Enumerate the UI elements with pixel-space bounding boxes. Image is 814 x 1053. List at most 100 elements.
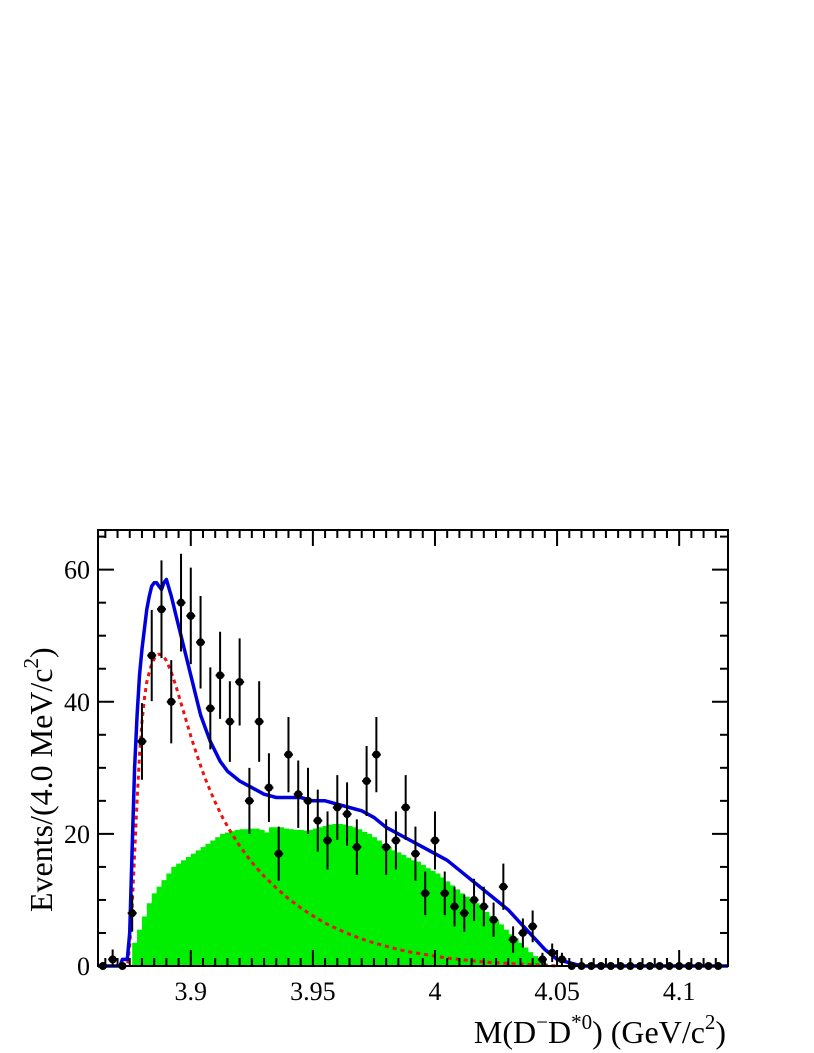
x-tick-label: 3.9	[175, 977, 208, 1006]
data-point	[313, 789, 323, 852]
background-bar	[171, 866, 177, 966]
background-bar	[342, 824, 348, 966]
data-marker	[528, 922, 537, 931]
background-bar	[366, 833, 373, 966]
background-bar	[156, 886, 163, 966]
data-marker	[499, 882, 508, 891]
data-point	[352, 819, 362, 875]
data-marker	[264, 783, 273, 792]
signal-curve	[98, 652, 558, 968]
data-point	[293, 760, 303, 828]
background-bar	[161, 880, 167, 966]
data-point	[391, 811, 401, 870]
data-point	[440, 871, 450, 916]
background-bar	[166, 873, 172, 966]
data-point	[547, 943, 557, 963]
data-point	[557, 952, 567, 966]
background-bar	[381, 843, 387, 966]
data-point	[420, 871, 430, 916]
background-bar	[278, 827, 285, 966]
data-marker	[557, 955, 566, 964]
data-point	[244, 767, 254, 834]
background-bar	[391, 850, 397, 966]
background-bar	[415, 861, 421, 966]
data-marker	[333, 803, 342, 812]
background-bar	[337, 823, 343, 966]
background-bar	[322, 825, 329, 966]
background-bar	[146, 903, 153, 966]
data-point	[469, 878, 479, 922]
background-bar	[195, 850, 202, 966]
data-marker	[206, 704, 215, 713]
background-bar	[288, 829, 294, 966]
data-marker	[225, 717, 234, 726]
y-tick-label: 20	[64, 820, 90, 849]
background-bar	[205, 843, 211, 966]
background-bar	[503, 929, 509, 966]
background-bar	[244, 829, 250, 966]
background-bar	[395, 852, 402, 966]
background-bar	[268, 827, 275, 966]
background-bar	[254, 828, 260, 966]
data-point	[225, 681, 235, 762]
data-marker	[157, 605, 166, 614]
background-bar	[303, 830, 309, 966]
background-bar	[488, 915, 495, 966]
data-marker	[460, 909, 469, 918]
data-point	[410, 826, 420, 881]
background-bar	[483, 911, 490, 966]
data-marker	[382, 843, 391, 852]
data-marker	[509, 935, 518, 944]
data-point	[176, 553, 186, 652]
background-bar	[527, 952, 534, 966]
background-bar	[317, 827, 324, 966]
y-tick-label: 60	[64, 556, 90, 585]
data-point	[459, 894, 469, 932]
data-point	[196, 596, 206, 689]
data-marker	[216, 671, 225, 680]
data-point	[137, 703, 147, 780]
y-axis-title: Events/(4.0 MeV/c2)	[19, 647, 59, 912]
y-axis: 0 20 40 60	[64, 535, 728, 981]
data-point	[528, 910, 538, 943]
data-marker	[147, 651, 156, 660]
background-bar	[308, 829, 314, 966]
data-point	[303, 767, 313, 834]
background-bar	[224, 832, 231, 966]
background-bar	[361, 831, 368, 966]
background-bar	[220, 833, 226, 966]
data-point	[156, 560, 166, 659]
data-point	[283, 716, 293, 793]
background-bar	[176, 863, 182, 966]
data-point	[430, 811, 440, 870]
background-bar	[513, 938, 519, 966]
background-bar	[478, 907, 485, 966]
background-bar	[420, 864, 426, 966]
background-bar	[264, 832, 270, 966]
data-point	[215, 631, 225, 719]
data-point	[479, 886, 489, 927]
total-fit-curve	[98, 577, 728, 968]
data-marker	[274, 849, 283, 858]
background-bar	[327, 824, 334, 966]
plot-frame	[97, 529, 729, 967]
data-point	[108, 949, 118, 966]
data-point	[147, 609, 157, 702]
data-point	[362, 746, 372, 817]
data-marker	[470, 895, 479, 904]
data-marker	[137, 737, 146, 746]
data-marker	[362, 777, 371, 786]
data-marker	[245, 796, 254, 805]
data-point	[323, 811, 333, 870]
background-bar	[522, 947, 529, 966]
data-marker	[167, 697, 176, 706]
data-marker	[108, 955, 117, 964]
background-bar	[493, 919, 500, 966]
background-bar	[434, 873, 441, 966]
background-bar	[312, 828, 319, 966]
data-marker	[352, 843, 361, 852]
data-marker	[518, 928, 527, 937]
data-point	[127, 894, 137, 932]
x-axis-title: M(D−D*0) (GeV/c2)	[474, 1010, 726, 1050]
